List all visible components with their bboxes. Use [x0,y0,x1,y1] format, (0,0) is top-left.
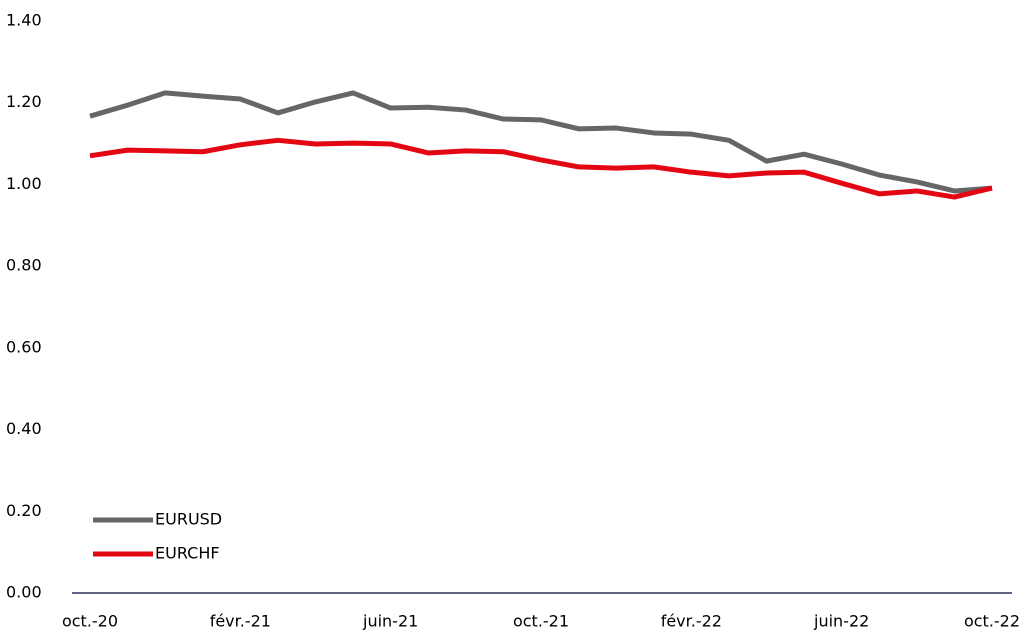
y-tick-label: 1.40 [6,11,42,30]
series-line [89,137,993,200]
x-tick-label: juin-22 [813,612,869,631]
y-tick-label: 1.00 [6,174,42,193]
x-tick-label: oct.-20 [62,612,118,631]
legend-label: EURUSD [155,510,222,529]
y-tick-label: 0.40 [6,419,42,438]
x-tick-label: oct.-22 [964,612,1020,631]
y-tick-label: 1.20 [6,92,42,111]
y-tick-label: 0.00 [6,583,42,602]
y-tick-label: 0.20 [6,501,42,520]
x-tick-label: oct.-21 [513,612,569,631]
y-tick-label: 0.80 [6,256,42,275]
series-line [89,90,993,194]
legend-label: EURCHF [155,544,220,563]
y-tick-label: 0.60 [6,337,42,356]
x-tick-label: févr.-21 [210,612,271,631]
x-tick-label: févr.-22 [661,612,722,631]
x-tick-label: juin-21 [362,612,418,631]
